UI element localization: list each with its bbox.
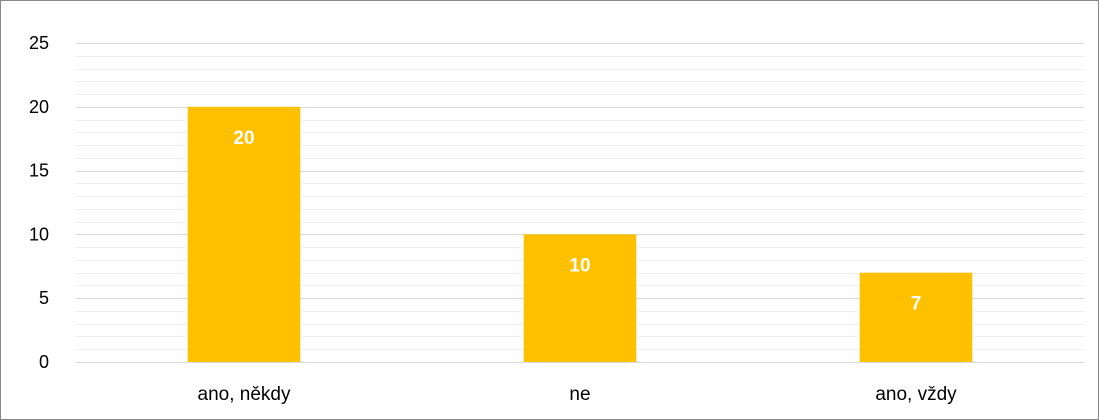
x-category-label: ano, vždy xyxy=(875,384,957,405)
bar xyxy=(523,234,637,362)
y-tick-label: 15 xyxy=(29,161,49,181)
bar xyxy=(859,272,973,362)
bar-data-label: 7 xyxy=(911,294,922,315)
y-tick-label: 5 xyxy=(39,288,49,308)
y-tick-label: 0 xyxy=(39,352,49,372)
x-category-label: ano, někdy xyxy=(198,384,291,405)
bar-data-label: 10 xyxy=(569,255,590,276)
y-tick-label: 20 xyxy=(29,97,49,117)
y-tick-label: 10 xyxy=(29,224,49,244)
data-labels: 20 10 7 xyxy=(233,128,921,315)
x-category-label: ne xyxy=(569,384,590,405)
bars xyxy=(187,106,973,362)
y-axis: 0 5 10 15 20 25 xyxy=(29,33,49,372)
bar xyxy=(187,106,301,362)
x-axis: ano, někdy ne ano, vždy xyxy=(198,384,958,405)
y-tick-label: 25 xyxy=(29,33,49,53)
bar-data-label: 20 xyxy=(233,128,254,149)
